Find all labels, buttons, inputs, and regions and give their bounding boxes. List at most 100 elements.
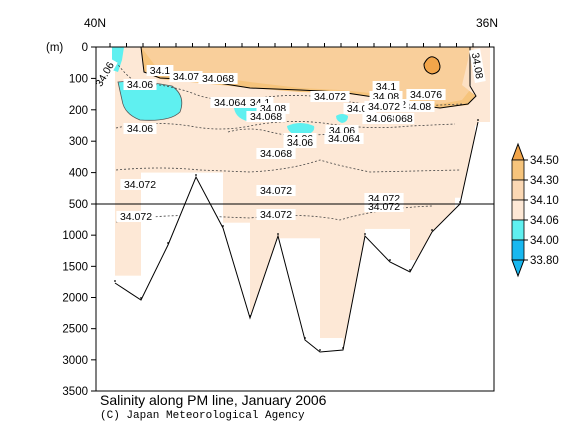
colorbar-label: 34.00 <box>530 235 559 247</box>
contour-label-text: 34.068 <box>260 148 292 160</box>
contour-label-text: 34.06 <box>127 79 153 91</box>
station-marker <box>477 119 479 121</box>
contour-label-bg <box>169 71 203 82</box>
contour-label-bg <box>369 91 403 102</box>
y-tick-label: 1000 <box>62 230 88 242</box>
contour-label-bg <box>362 113 402 124</box>
contour-label: 34.068 <box>198 73 238 85</box>
colorbar-segment <box>511 199 525 221</box>
contour-label-bg <box>116 211 156 222</box>
colorbar-segment <box>511 239 525 261</box>
saltiest-core <box>424 56 440 74</box>
y-tick-label: 3500 <box>62 386 88 398</box>
y-tick-label: 1500 <box>62 261 88 273</box>
contour-label-text: 34.064 <box>214 97 246 109</box>
station-marker <box>304 337 306 339</box>
contour-label-text: 34.06 <box>127 123 153 135</box>
contour-label-text: 34.072 <box>124 179 156 191</box>
station-marker <box>222 225 224 227</box>
contour-label: 34.07 <box>169 71 203 83</box>
contour-label: 068 <box>393 113 415 125</box>
contour-label-bg <box>325 125 359 136</box>
contour-label-bg <box>364 201 404 212</box>
colorbar-label: 34.30 <box>530 175 559 187</box>
contour-label: 34.06 <box>123 79 157 91</box>
colorbar-bottom-arrow <box>511 259 525 278</box>
contour-label: 34.068 <box>256 148 296 160</box>
contour-label-bg <box>256 209 296 220</box>
colorbar-label: 34.50 <box>530 155 559 167</box>
contour-34-1 <box>140 46 477 109</box>
contour-label-bg <box>310 91 350 102</box>
contour-label: 34.08 <box>401 101 435 113</box>
contour-label: 34.076 <box>406 89 446 101</box>
contour-label: 34.06 <box>283 137 317 149</box>
contour-label: 34.064 <box>324 133 364 145</box>
y-tick-label: 3000 <box>62 355 88 367</box>
station-marker <box>249 315 251 317</box>
contour-label: 34.068 <box>246 111 286 123</box>
y-tick-label: 300 <box>69 136 88 148</box>
contour-label-text: 34.072 <box>260 185 292 197</box>
contour-label-bg <box>283 137 317 148</box>
colorbar-segment <box>511 219 525 241</box>
contour-label-bg <box>343 103 377 114</box>
contour-label-text: 34.072 <box>260 209 292 221</box>
contour-label-text: 34.1 <box>150 65 171 77</box>
contour-label: 34.072 <box>256 209 296 221</box>
contour-label-text: 34.1 <box>376 81 397 93</box>
contour-label-text: 34.072 <box>314 91 346 103</box>
contour-label-bg <box>364 101 404 112</box>
contour-label-text: 34.06 <box>93 60 117 89</box>
contour-label-text: 34.072 <box>368 201 400 213</box>
x-top-label: 40N <box>84 16 106 30</box>
contour-label: 34.06 <box>123 123 157 135</box>
contour-label-bg <box>123 79 157 90</box>
contour-label-bg <box>256 103 290 114</box>
contour-label-bg <box>406 89 446 100</box>
station-marker <box>342 347 344 349</box>
contour-label-bg <box>120 179 160 190</box>
colorbar-label: 34.06 <box>530 215 559 227</box>
station-marker <box>389 259 391 261</box>
station-marker <box>431 229 433 231</box>
contour-label-text: 068 <box>395 113 413 125</box>
y-tick-label: 100 <box>69 73 88 85</box>
contour-label-bg <box>469 48 486 83</box>
contour-label: 34.1 <box>146 65 174 77</box>
contour-label-bg <box>256 185 296 196</box>
colorbar-label: 33.80 <box>530 255 559 267</box>
chart-title: Salinity along PM line, January 2006 <box>100 392 327 408</box>
seabed-line <box>114 121 479 353</box>
contour-label-text: 34.064 <box>328 133 360 145</box>
y-tick-label: 2500 <box>62 324 88 336</box>
contour-label-bg <box>401 101 435 112</box>
contour-label: 34.064 <box>210 97 250 109</box>
y-tick-label: 200 <box>69 105 88 117</box>
colorbar-label: 34.10 <box>530 195 559 207</box>
station-marker <box>114 280 116 282</box>
contour-label: 34.1 <box>372 81 400 93</box>
seabed-mask <box>96 122 494 391</box>
contour-label-bg <box>91 57 118 92</box>
x-top-label: 36N <box>476 16 498 30</box>
contour-label-text: 34.068 <box>202 73 234 85</box>
contour-label-text: 34.076 <box>410 89 442 101</box>
station-marker <box>459 201 461 203</box>
contour-label: 34.072 <box>310 91 350 103</box>
contour-label-bg <box>256 148 296 159</box>
bottom-topography <box>96 119 494 391</box>
contour-label-text: 34.072 <box>368 101 400 113</box>
y-axis-label: (m) <box>46 42 63 54</box>
colorbar-top-arrow <box>511 142 525 161</box>
station-marker <box>195 174 197 176</box>
low-salinity-patch <box>118 81 182 121</box>
contour-label-text: 34.08 <box>405 101 431 113</box>
contour-label-bg <box>324 133 364 144</box>
station-marker <box>409 269 411 271</box>
contour-label-text: 34.068 <box>250 111 282 123</box>
contour-34-072 <box>115 159 461 173</box>
station-marker <box>277 233 279 235</box>
contour-label-bg <box>123 123 157 134</box>
